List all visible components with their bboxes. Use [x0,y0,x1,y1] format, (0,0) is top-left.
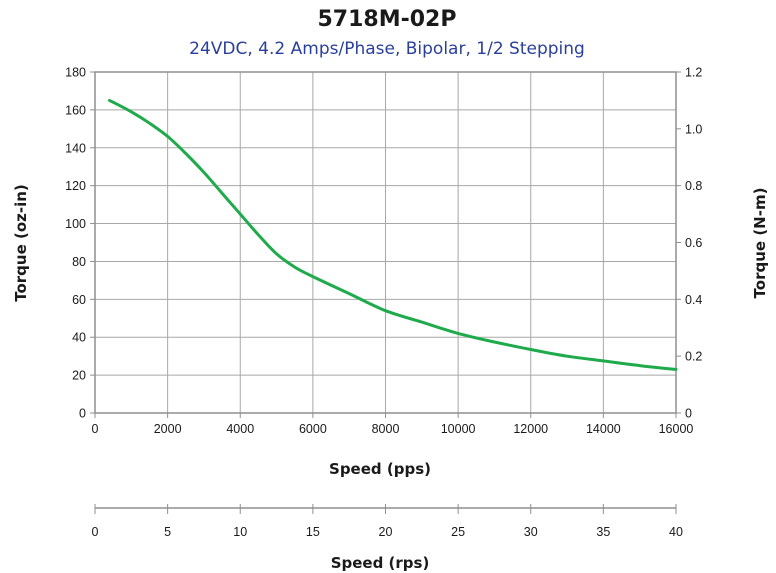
y2-tick-label: 1.2 [685,66,702,80]
torque-curve-line [108,98,678,371]
y-tick-label: 20 [72,369,86,383]
y-tick-label: 0 [79,407,86,421]
series-layer [108,98,678,371]
chart-title: 5718M-02P [318,7,457,32]
y-tick-label: 100 [65,217,86,231]
y2-tick-label: 0 [685,407,692,421]
x-tick-label: 0 [92,422,99,436]
x2-tick-label: 35 [596,525,610,539]
chart-subtitle: 24VDC, 4.2 Amps/Phase, Bipolar, 1/2 Step… [189,39,585,59]
y2-tick-label: 0.4 [685,293,702,307]
x2-tick-label: 40 [669,525,683,539]
y2-tick-label: 0.2 [685,350,702,364]
axis-ticks: 0 20 40 60 80 100 120 140 160 180 0 0.2 0.4 0.6 0.8 1.0… [65,66,702,437]
x-tick-label: 16000 [659,422,694,436]
y-tick-label: 140 [65,141,86,155]
x2-tick-label: 25 [451,525,465,539]
x2-tick-label: 10 [233,525,247,539]
x-tick-label: 14000 [586,422,621,436]
y-tick-label: 160 [65,103,86,117]
y-tick-label: 180 [65,66,86,80]
x-axis-title: Speed (pps) [329,460,431,478]
x-tick-label: 6000 [299,422,327,436]
x2-tick-label: 0 [92,525,99,539]
x2-tick-label: 15 [306,525,320,539]
x-tick-label: 4000 [226,422,254,436]
x2-tick-label: 30 [524,525,538,539]
x2-tick-label: 5 [164,525,171,539]
y-tick-label: 60 [72,293,86,307]
y2-tick-label: 0.8 [685,179,702,193]
x2-tick-label: 20 [379,525,393,539]
x-tick-label: 2000 [154,422,182,436]
y2-tick-label: 1.0 [685,122,702,136]
x-tick-label: 10000 [441,422,476,436]
y-tick-label: 120 [65,179,86,193]
grid [95,72,676,413]
x2-axis-title: Speed (rps) [331,554,430,572]
y-tick-label: 40 [72,331,86,345]
x-tick-label: 8000 [372,422,400,436]
y2-axis-title: Torque (N-m) [751,188,769,299]
secondary-x-axis-ticks: 0 5 10 15 20 25 30 35 40 [92,504,683,539]
y-tick-label: 80 [72,255,86,269]
y-axis-title: Torque (oz-in) [12,184,30,302]
x-tick-label: 12000 [513,422,548,436]
y2-tick-label: 0.6 [685,236,702,250]
